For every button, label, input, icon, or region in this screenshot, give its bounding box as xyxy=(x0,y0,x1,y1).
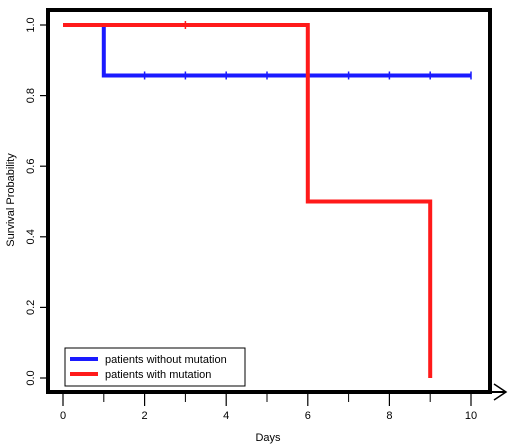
x-tick-label: 8 xyxy=(386,410,392,422)
y-tick-label: 0.2 xyxy=(25,300,37,315)
legend-box xyxy=(64,347,246,387)
y-axis-title: Survival Probability xyxy=(5,153,17,247)
x-axis-title: Days xyxy=(255,432,281,444)
y-tick-label: 0.8 xyxy=(25,88,37,103)
x-tick-label: 2 xyxy=(142,410,148,422)
series-line-1 xyxy=(63,23,471,78)
y-tick-label: 0.4 xyxy=(25,229,37,244)
y-tick-label: 0.0 xyxy=(25,370,37,385)
x-tick-label: 0 xyxy=(60,410,66,422)
x-tick-label: 6 xyxy=(305,410,311,422)
legend-label-1: patients without mutation xyxy=(105,354,227,366)
x-tick-label: 10 xyxy=(465,410,477,422)
axes-layer: Days Survival Probability 0 2 4 6 8 10 0.0 0.2 0… xyxy=(5,8,508,444)
x-axis-arrow xyxy=(493,383,508,401)
legend-label-2: patients with mutation xyxy=(105,369,211,381)
y-tick-label: 1.0 xyxy=(25,17,37,32)
legend: patients without mutation patients with m… xyxy=(64,347,246,387)
y-tick-label: 0.6 xyxy=(25,159,37,174)
x-tick-label: 4 xyxy=(223,410,229,422)
series-line-2 xyxy=(63,23,433,378)
marks-layer xyxy=(63,21,472,378)
